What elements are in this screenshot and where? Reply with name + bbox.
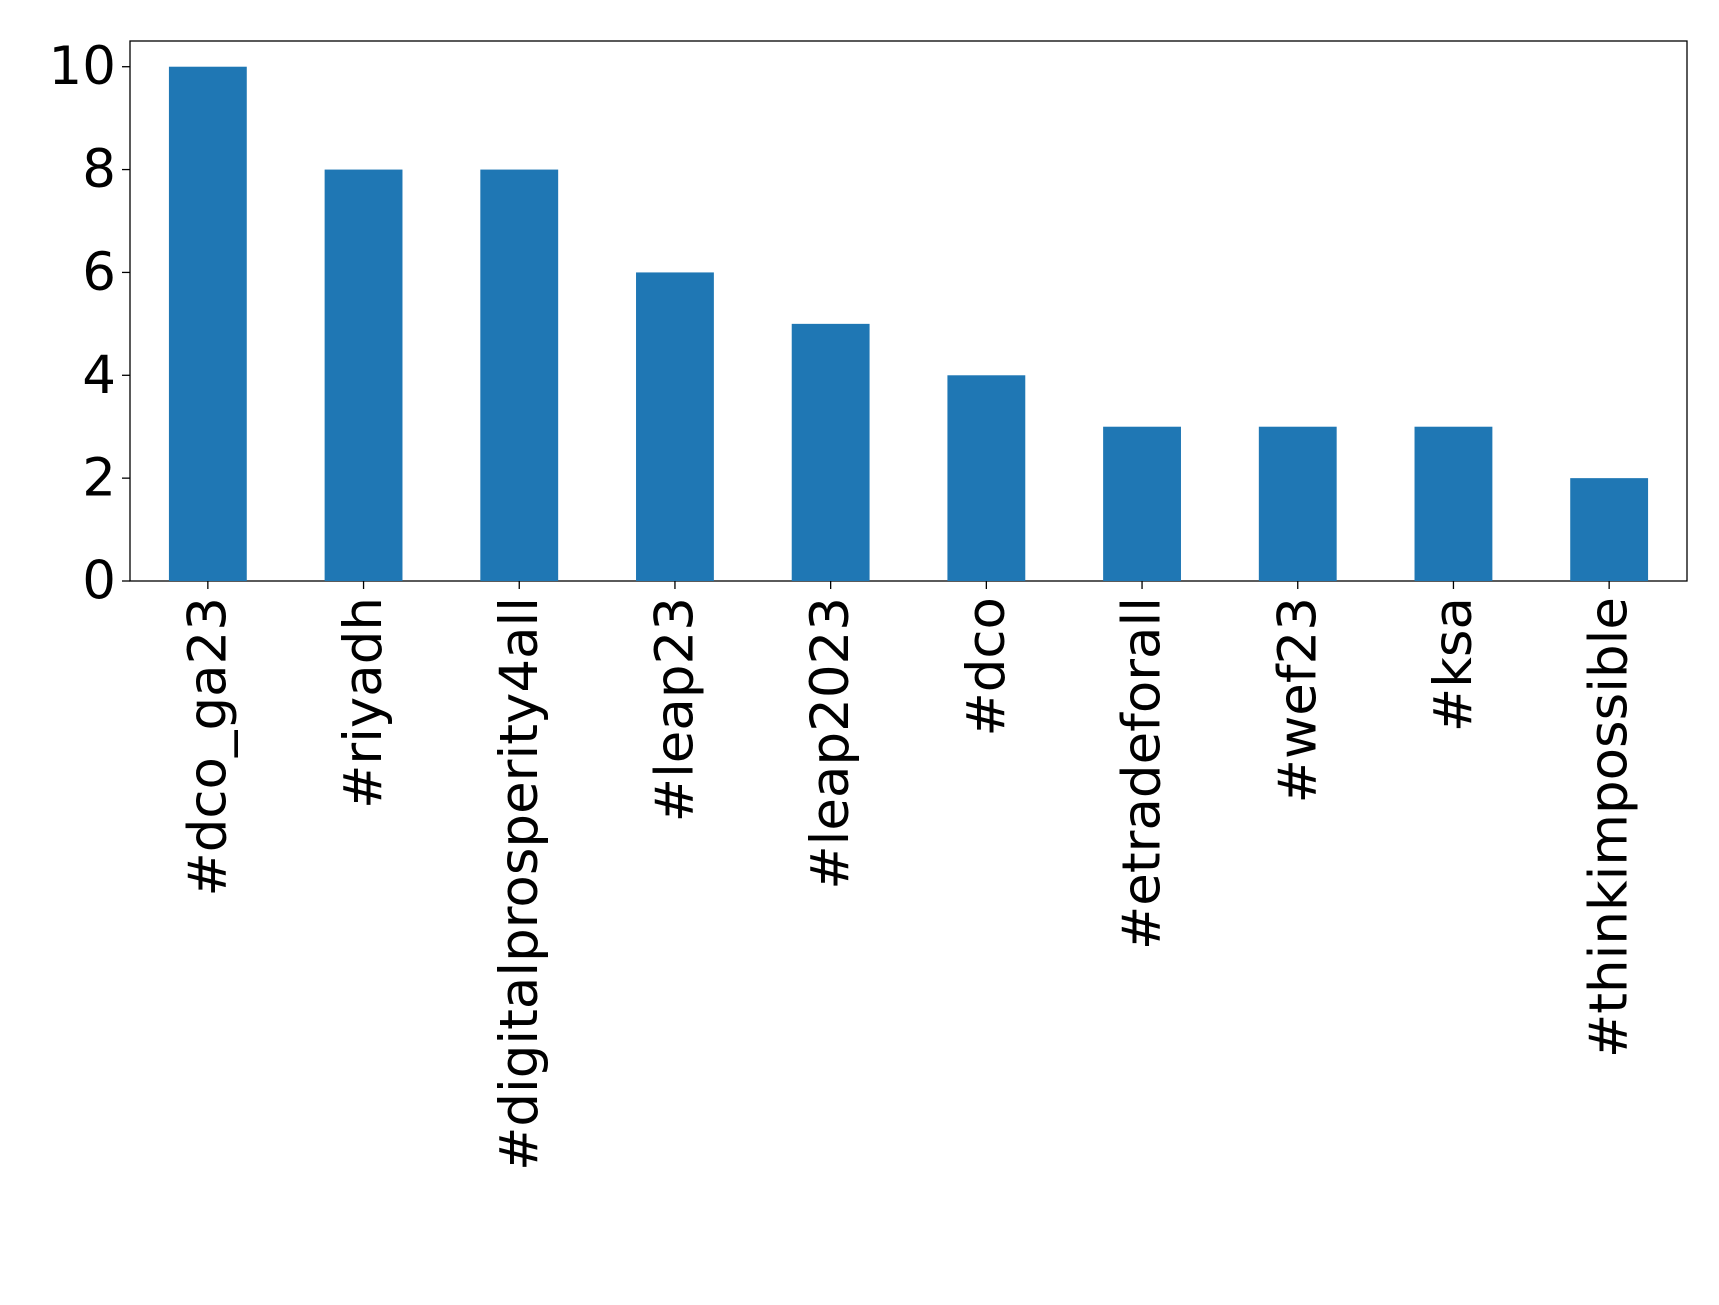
x-tick-label: #leap23 [644, 597, 705, 822]
bar [324, 169, 403, 582]
bar [636, 272, 714, 581]
x-tick-label: #leap2023 [800, 597, 861, 890]
y-tick-label: 10 [49, 36, 116, 97]
y-tick-label: 2 [82, 448, 116, 509]
bar [1258, 426, 1337, 581]
bar [480, 169, 559, 582]
x-tick-label: #digitalprosperity4all [489, 597, 550, 1171]
x-tick-label: #wef23 [1267, 597, 1328, 803]
y-tick-label: 0 [82, 551, 116, 612]
x-tick-label: #riyadh [333, 597, 394, 809]
bar [1570, 478, 1649, 581]
x-tick-label: #dco [956, 597, 1017, 737]
y-tick-label: 6 [82, 242, 116, 303]
bar [1103, 426, 1181, 581]
y-tick-label: 8 [82, 139, 116, 200]
x-tick-label: #ksa [1423, 597, 1484, 732]
plot-frame [129, 40, 1688, 582]
bar [947, 375, 1026, 581]
x-tick-label: #thinkimpossible [1579, 597, 1640, 1058]
y-tick-label: 4 [82, 345, 116, 406]
x-tick-label: #dco_ga23 [177, 597, 238, 897]
bar [168, 66, 247, 581]
bar [791, 323, 870, 581]
bar [1414, 426, 1493, 581]
x-tick-label: #etradeforall [1112, 597, 1173, 950]
